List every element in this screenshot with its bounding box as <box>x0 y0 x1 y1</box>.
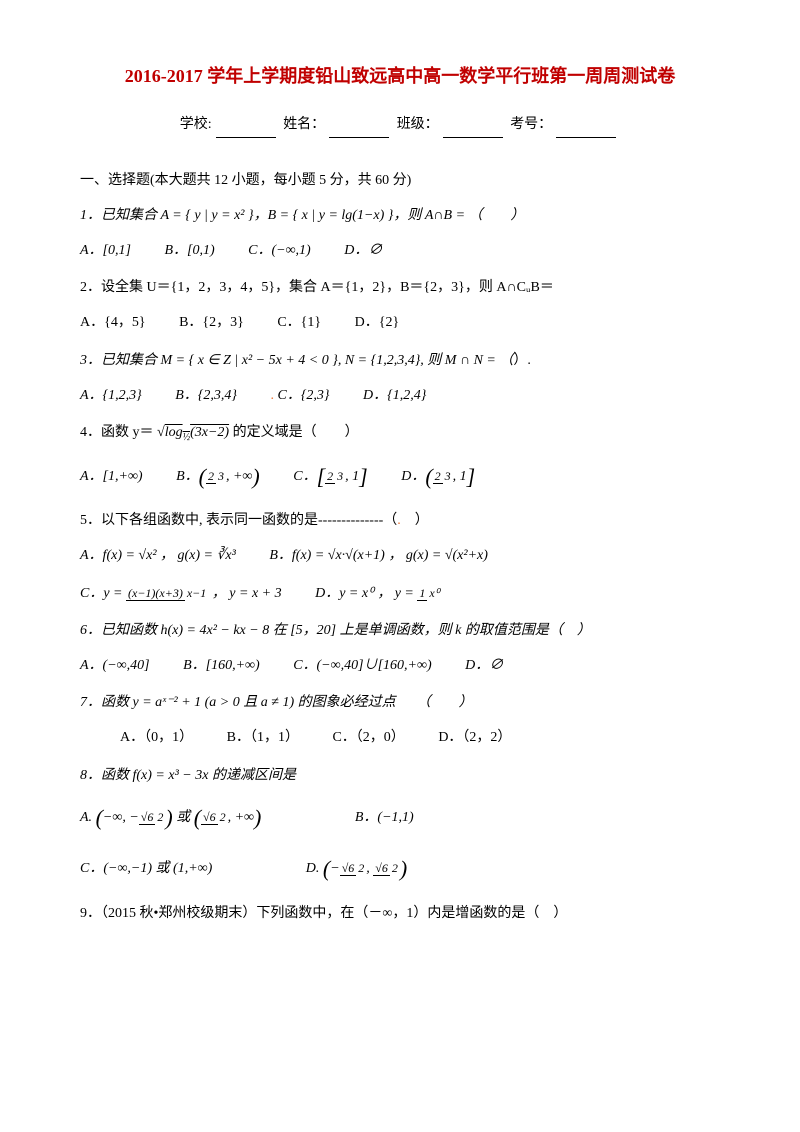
q6-opt-d[interactable]: D．∅ <box>465 653 503 678</box>
q5-opt-a[interactable]: A．f(x) = √x² ， g(x) = ∛x³ <box>80 543 236 568</box>
q8-opt-b[interactable]: B．(−1,1) <box>355 805 414 830</box>
q6-options: A．(−∞,40] B．[160,+∞) C．(−∞,40]∪[160,+∞) … <box>80 653 720 678</box>
q6-stem: 6．已知函数 h(x) = 4x² − kx − 8 在 [5，20] 上是单调… <box>80 623 591 638</box>
name-label: 姓名： <box>283 117 325 132</box>
number-blank[interactable] <box>556 121 616 138</box>
q8-options-row1: A. (−∞, −√62) 或 (√62, +∞) B．(−1,1) <box>80 798 720 838</box>
q7-opt-c[interactable]: C．（2，0） <box>332 725 404 750</box>
section-1-header: 一、选择题(本大题共 12 小题，每小题 5 分，共 60 分) <box>80 168 720 193</box>
question-8: 8．函数 f(x) = x³ − 3x 的递减区间是 <box>80 763 720 788</box>
q8-opt-c[interactable]: C．(−∞,−1) 或 (1,+∞) <box>80 856 212 881</box>
q2-opt-b[interactable]: B．{2，3} <box>179 310 244 335</box>
q4-opt-a[interactable]: A．[1,+∞) <box>80 464 143 489</box>
school-label: 学校: <box>180 117 212 132</box>
q4-opt-b[interactable]: B．(23, +∞) <box>176 457 260 497</box>
q5-stem: 5．以下各组函数中, 表示同一函数的是--------------（ <box>80 513 397 528</box>
q6-opt-a[interactable]: A．(−∞,40] <box>80 653 150 678</box>
q3-options: A．{1,2,3} B．{2,3,4} . C．{2,3} D．{1,2,4} <box>80 383 720 408</box>
q3-opt-a[interactable]: A．{1,2,3} <box>80 383 142 408</box>
name-blank[interactable] <box>329 121 389 138</box>
q4-radical: √log½(3x−2) <box>157 425 229 440</box>
q4-stem-pre: 4．函数 y＝ <box>80 425 154 440</box>
q3-stem-post: ）. <box>513 353 531 368</box>
q8-stem: 8．函数 f(x) = x³ − 3x 的递减区间是 <box>80 768 296 783</box>
question-5: 5．以下各组函数中, 表示同一函数的是--------------（. ） <box>80 508 720 533</box>
q7-opt-d[interactable]: D．（2，2） <box>438 725 511 750</box>
q5-options-row1: A．f(x) = √x² ， g(x) = ∛x³ B．f(x) = √x·√(… <box>80 543 720 568</box>
q1-options: A．[0,1] B．[0,1) C．(−∞,1) D．∅ <box>80 238 720 263</box>
question-3: 3．已知集合 M = { x ∈ Z | x² − 5x + 4 < 0 }, … <box>80 348 720 373</box>
q1-stem: 1．已知集合 A = { y | y = x² }，B = { x | y = … <box>80 208 525 223</box>
question-6: 6．已知函数 h(x) = 4x² − kx − 8 在 [5，20] 上是单调… <box>80 618 720 643</box>
q3-stem-pre: 3．已知集合 M = { x ∈ Z | x² − 5x + 4 < 0 }, … <box>80 353 513 368</box>
q5-options-row2: C．y = (x−1)(x+3)x−1 ， y = x + 3 D．y = x⁰… <box>80 581 720 606</box>
q5-opt-c[interactable]: C．y = (x−1)(x+3)x−1 ， y = x + 3 <box>80 581 282 606</box>
q8-options-row2: C．(−∞,−1) 或 (1,+∞) D. (−√62, √62) <box>80 849 720 889</box>
q6-opt-b[interactable]: B．[160,+∞) <box>183 653 260 678</box>
q7-opt-b[interactable]: B．（1，1） <box>227 725 299 750</box>
class-blank[interactable] <box>443 121 503 138</box>
student-info-line: 学校: 姓名： 班级： 考号： <box>80 112 720 137</box>
q4-opt-d[interactable]: D．(23, 1] <box>401 457 475 497</box>
q6-opt-c[interactable]: C．(−∞,40]∪[160,+∞) <box>293 653 431 678</box>
q5-stem2: ） <box>401 513 429 528</box>
question-9: 9．（2015 秋•郑州校级期末）下列函数中，在（－∞，1）内是增函数的是（ ） <box>80 901 720 926</box>
q2-opt-a[interactable]: A．{4，5} <box>80 310 146 335</box>
q5-opt-b[interactable]: B．f(x) = √x·√(x+1) ， g(x) = √(x²+x) <box>269 543 488 568</box>
q2-opt-c[interactable]: C．{1} <box>277 310 321 335</box>
q2-opt-d[interactable]: D．{2} <box>355 310 400 335</box>
q4-options: A．[1,+∞) B．(23, +∞) C．[23, 1] D．(23, 1] <box>80 457 720 497</box>
q4-opt-c[interactable]: C．[23, 1] <box>293 457 367 497</box>
q2-options: A．{4，5} B．{2，3} C．{1} D．{2} <box>80 310 720 335</box>
q3-opt-b[interactable]: B．{2,3,4} <box>175 383 237 408</box>
q1-opt-b[interactable]: B．[0,1) <box>164 238 214 263</box>
question-4: 4．函数 y＝ √log½(3x−2) 的定义域是（ ） <box>80 420 720 447</box>
q2-stem: 2．设全集 U＝{1，2，3，4，5}，集合 A＝{1，2}，B＝{2，3}，则… <box>80 280 554 295</box>
q3-opt-d[interactable]: D．{1,2,4} <box>363 383 426 408</box>
q5-opt-d[interactable]: D．y = x⁰ ， y = 1x⁰ <box>315 581 441 606</box>
q7-options: A．（0，1） B．（1，1） C．（2，0） D．（2，2） <box>80 725 720 750</box>
q9-stem: 9．（2015 秋•郑州校级期末）下列函数中，在（－∞，1）内是增函数的是（ ） <box>80 906 567 921</box>
q8-opt-a[interactable]: A. (−∞, −√62) 或 (√62, +∞) <box>80 798 261 838</box>
class-label: 班级： <box>397 117 439 132</box>
q7-opt-a[interactable]: A．（0，1） <box>120 725 193 750</box>
q1-opt-c[interactable]: C．(−∞,1) <box>248 238 311 263</box>
school-blank[interactable] <box>216 121 276 138</box>
q8-opt-d[interactable]: D. (−√62, √62) <box>306 849 407 889</box>
page-title: 2016-2017 学年上学期度铅山致远高中高一数学平行班第一周周测试卷 <box>80 60 720 92</box>
question-1: 1．已知集合 A = { y | y = x² }，B = { x | y = … <box>80 203 720 228</box>
question-2: 2．设全集 U＝{1，2，3，4，5}，集合 A＝{1，2}，B＝{2，3}，则… <box>80 275 720 300</box>
q3-opt-c[interactable]: C．{2,3} <box>278 383 330 408</box>
q1-opt-d[interactable]: D．∅ <box>344 238 382 263</box>
question-7: 7．函数 y = aˣ⁻² + 1 (a > 0 且 a ≠ 1) 的图象必经过… <box>80 690 720 715</box>
q4-stem-post: 的定义域是（ ） <box>233 425 359 440</box>
q3-marker: . <box>271 388 275 403</box>
number-label: 考号： <box>510 117 552 132</box>
q1-opt-a[interactable]: A．[0,1] <box>80 238 131 263</box>
q7-stem: 7．函数 y = aˣ⁻² + 1 (a > 0 且 a ≠ 1) 的图象必经过… <box>80 695 473 710</box>
